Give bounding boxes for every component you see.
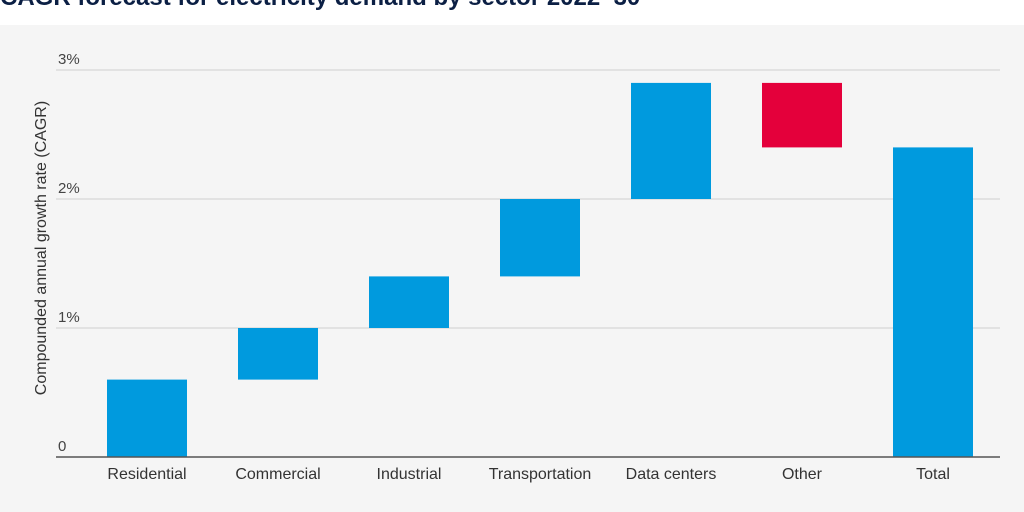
x-tick-label: Other — [782, 466, 823, 483]
x-tick-label: Data centers — [626, 466, 717, 483]
bar-total — [893, 147, 973, 457]
chart-title: CAGR forecast for electricity demand by … — [0, 0, 640, 12]
x-tick-label: Transportation — [489, 466, 592, 483]
bars — [107, 82, 973, 457]
bar-commercial — [238, 328, 318, 380]
bar-other — [762, 82, 842, 148]
bar-data-centers — [631, 82, 711, 199]
bar-industrial — [369, 276, 449, 328]
bar-residential — [107, 379, 187, 457]
y-axis-label: Compounded annual growth rate (CAGR) — [33, 101, 50, 395]
x-tick-label: Residential — [107, 466, 186, 483]
y-axis-ticks: 0 1% 2% 3% — [58, 51, 80, 455]
y-tick-label: 0 — [58, 438, 66, 455]
bar-transportation — [500, 199, 580, 277]
x-tick-label: Industrial — [377, 466, 442, 483]
y-tick-label: 2% — [58, 180, 80, 197]
x-tick-label: Commercial — [235, 466, 320, 483]
x-axis-labels: Residential Commercial Industrial Transport… — [107, 466, 949, 483]
x-tick-label: Total — [916, 466, 950, 483]
y-tick-label: 3% — [58, 51, 80, 68]
y-tick-label: 1% — [58, 309, 80, 326]
